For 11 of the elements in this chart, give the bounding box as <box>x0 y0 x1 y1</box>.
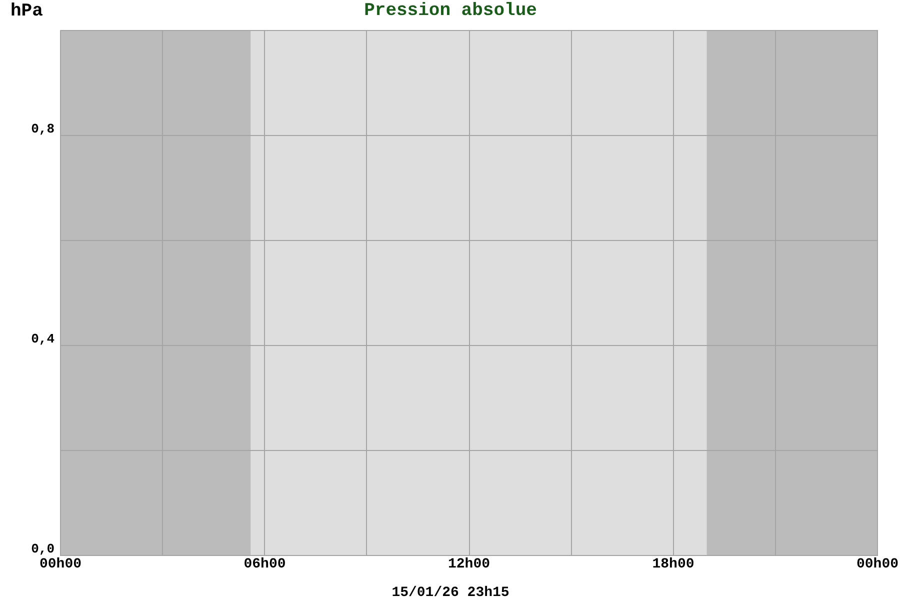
x-tick-label: 06h00 <box>244 556 286 572</box>
x-tick-label: 18h00 <box>652 556 694 572</box>
x-tick-label: 12h00 <box>448 556 490 572</box>
chart-title: Pression absolue <box>364 1 537 21</box>
x-tick-label: 00h00 <box>39 556 82 572</box>
y-tick-label: 0,0 <box>31 542 55 556</box>
x-tick-label: 00h00 <box>856 556 899 572</box>
y-tick-label: 0,8 <box>31 122 55 136</box>
text: 15/01/26 23h15 <box>392 585 510 600</box>
y-tick-label: 0,4 <box>31 332 55 346</box>
y-axis-title: hPa <box>10 2 44 22</box>
